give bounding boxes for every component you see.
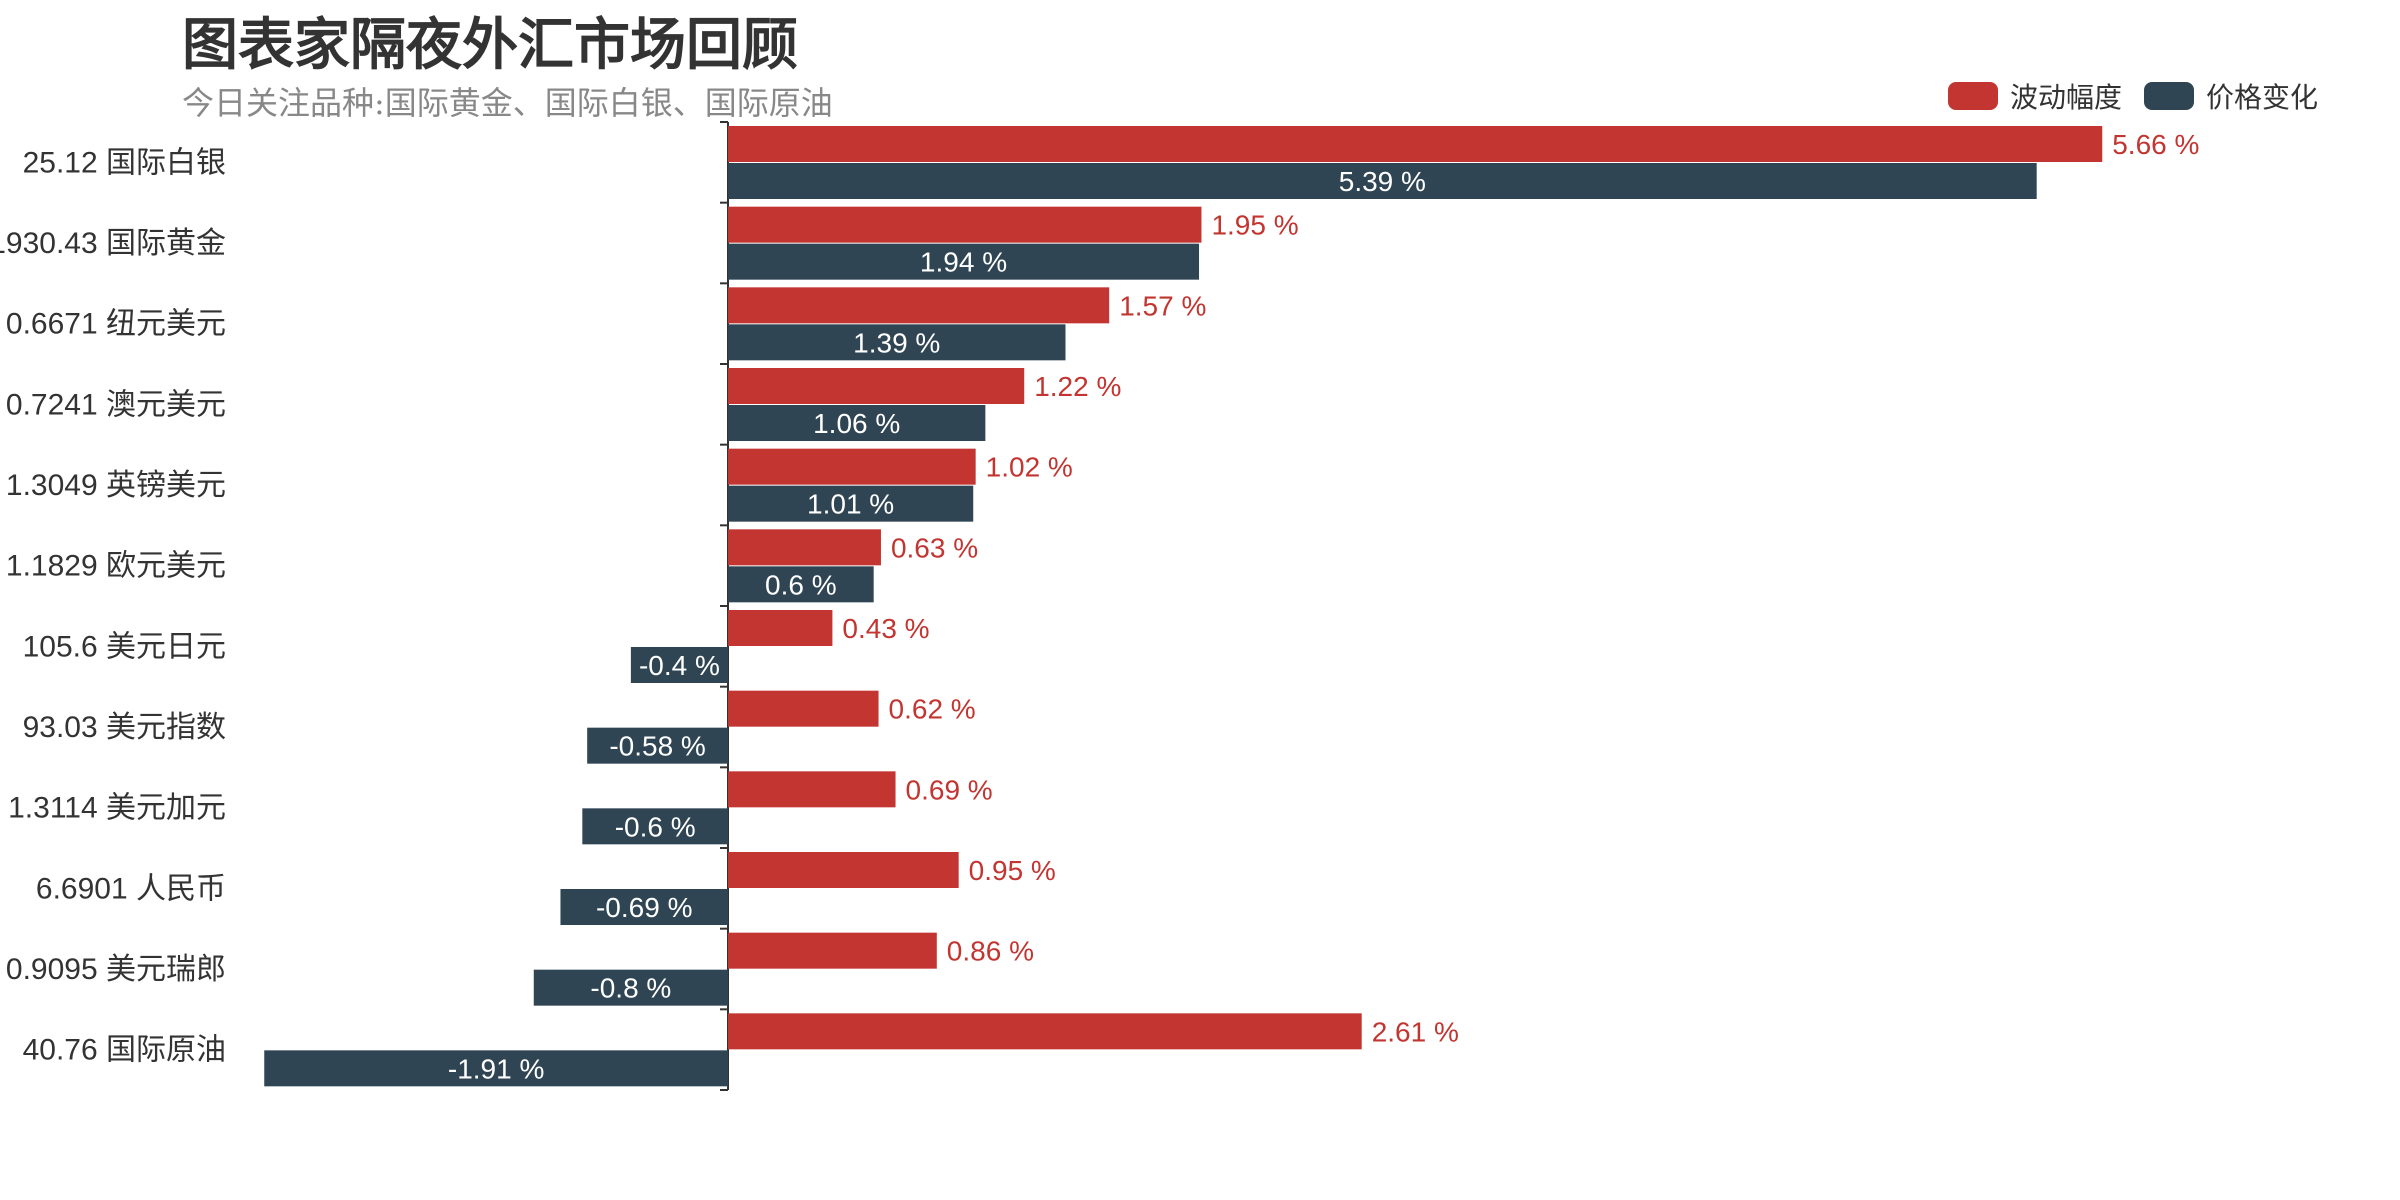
legend-swatch-price-change — [2143, 82, 2194, 110]
value-label-fluctuation: 1.22 % — [1034, 371, 1121, 402]
legend-swatch-fluctuation — [1947, 82, 1998, 110]
bar-fluctuation — [728, 368, 1025, 404]
value-label-price-change: -0.6 % — [615, 811, 696, 842]
value-label-price-change: -1.91 % — [448, 1053, 545, 1084]
value-label-fluctuation: 2.61 % — [1372, 1016, 1459, 1047]
bar-price-change — [728, 405, 986, 441]
legend-label-price-change: 价格变化 — [2205, 81, 2318, 114]
value-label-fluctuation: 0.86 % — [947, 936, 1034, 967]
value-label-fluctuation: 0.63 % — [891, 532, 978, 563]
bar-price-change — [630, 647, 728, 683]
category-label: 0.7241 澳元美元 — [6, 388, 226, 421]
value-label-price-change: 1.94 % — [920, 247, 1007, 278]
bar-fluctuation — [728, 448, 976, 485]
category-label: 25.12 国际白银 — [23, 146, 226, 179]
bar-fluctuation — [728, 1013, 1362, 1050]
category-label: 0.9095 美元瑞郎 — [6, 953, 226, 986]
value-label-fluctuation: 0.95 % — [969, 855, 1056, 886]
bar-price-change — [587, 727, 728, 764]
value-label-fluctuation: 1.57 % — [1119, 290, 1206, 321]
value-label-price-change: -0.4 % — [639, 650, 720, 681]
legend-label-fluctuation: 波动幅度 — [2009, 81, 2122, 114]
bar-price-change — [560, 889, 728, 925]
chart-title: 图表家隔夜外汇市场回顾 — [182, 13, 798, 78]
value-label-price-change: -0.8 % — [590, 973, 671, 1004]
legend-item-fluctuation[interactable]: 波动幅度 — [1947, 76, 2122, 116]
bar-price-change — [533, 969, 728, 1006]
bar-price-change — [728, 566, 874, 603]
value-label-fluctuation: 1.95 % — [1211, 210, 1298, 241]
value-label-fluctuation: 5.66 % — [2112, 129, 2199, 160]
value-label-fluctuation: 0.69 % — [906, 774, 993, 805]
bar-price-change — [264, 1050, 728, 1087]
value-label-fluctuation: 1.02 % — [986, 452, 1073, 483]
value-label-price-change: -0.58 % — [609, 731, 706, 762]
value-label-price-change: 1.01 % — [807, 489, 894, 520]
category-label: 93.03 美元指数 — [23, 711, 226, 744]
bar-fluctuation — [728, 287, 1110, 324]
bar-fluctuation — [728, 690, 879, 727]
legend-item-price-change[interactable]: 价格变化 — [2143, 76, 2318, 116]
bar-price-change — [582, 808, 728, 845]
bar-fluctuation — [728, 529, 881, 566]
value-label-price-change: 0.6 % — [765, 569, 837, 600]
category-label: 1.1829 欧元美元 — [6, 550, 226, 583]
chart-subtitle: 今日关注品种:国际黄金、国际白银、国际原油 — [182, 84, 833, 122]
category-label: 105.6 美元日元 — [23, 630, 226, 663]
category-label: 6.6901 人民币 — [36, 872, 226, 905]
bar-price-change — [728, 163, 2037, 199]
category-label: 1.3114 美元加元 — [8, 792, 226, 825]
value-label-fluctuation: 0.43 % — [842, 613, 929, 644]
value-label-price-change: 5.39 % — [1339, 166, 1426, 197]
bar-fluctuation — [728, 852, 959, 888]
bar-price-change — [728, 243, 1200, 280]
bar-fluctuation — [728, 206, 1202, 243]
category-label: 1930.43 国际黄金 — [0, 227, 226, 260]
bar-fluctuation — [728, 126, 2103, 162]
value-label-price-change: 1.06 % — [813, 408, 900, 439]
bar-fluctuation — [728, 610, 833, 646]
category-label: 40.76 国际原油 — [23, 1034, 226, 1067]
bar-price-change — [728, 324, 1066, 361]
bar-fluctuation — [728, 771, 896, 808]
chart-legend: 波动幅度 价格变化 — [1926, 76, 2318, 116]
value-label-price-change: 1.39 % — [853, 327, 940, 358]
value-label-price-change: -0.69 % — [596, 892, 693, 923]
category-label: 1.3049 英镑美元 — [6, 469, 226, 502]
bar-fluctuation — [728, 932, 937, 969]
value-label-fluctuation: 0.62 % — [889, 694, 976, 725]
category-label: 0.6671 纽元美元 — [6, 308, 226, 341]
bar-price-change — [728, 485, 974, 522]
